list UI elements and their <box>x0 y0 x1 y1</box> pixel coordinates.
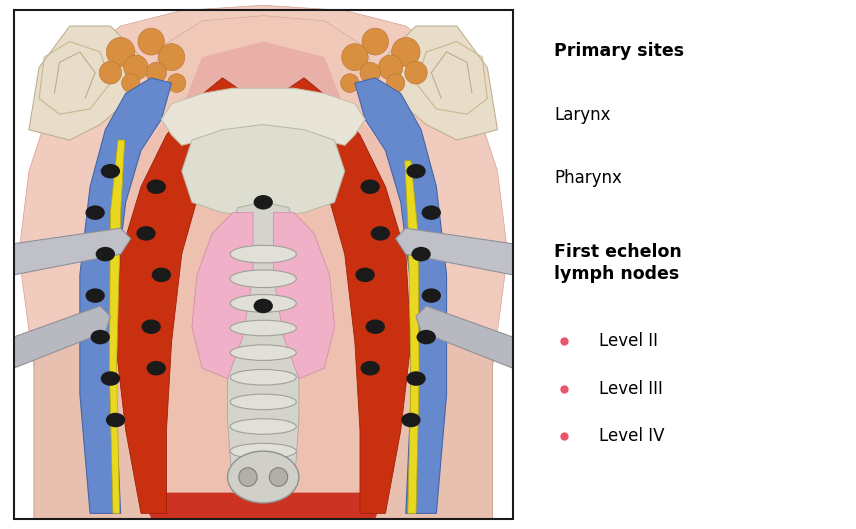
Text: Level III: Level III <box>599 380 663 398</box>
Ellipse shape <box>230 245 296 263</box>
Ellipse shape <box>230 295 296 312</box>
Ellipse shape <box>407 371 425 386</box>
Ellipse shape <box>412 247 431 261</box>
Circle shape <box>391 38 420 67</box>
Ellipse shape <box>230 270 296 288</box>
Ellipse shape <box>355 268 375 282</box>
Ellipse shape <box>106 413 125 427</box>
Ellipse shape <box>230 443 296 459</box>
Circle shape <box>342 44 368 70</box>
Polygon shape <box>405 161 419 513</box>
Polygon shape <box>80 78 171 513</box>
Ellipse shape <box>230 320 296 336</box>
Circle shape <box>270 468 288 486</box>
Text: Larynx: Larynx <box>555 106 611 124</box>
Polygon shape <box>385 26 497 140</box>
Ellipse shape <box>146 179 166 194</box>
Ellipse shape <box>253 195 273 209</box>
Polygon shape <box>110 140 125 513</box>
Ellipse shape <box>371 226 390 241</box>
Ellipse shape <box>360 361 380 376</box>
Polygon shape <box>192 213 253 379</box>
Circle shape <box>341 74 359 93</box>
Polygon shape <box>288 78 411 513</box>
Polygon shape <box>152 16 375 120</box>
Ellipse shape <box>422 288 441 303</box>
Text: First echelon
lymph nodes: First echelon lymph nodes <box>555 243 682 283</box>
Circle shape <box>239 468 257 486</box>
Circle shape <box>99 61 122 84</box>
Polygon shape <box>416 306 513 368</box>
Text: Primary sites: Primary sites <box>555 42 685 60</box>
Circle shape <box>122 74 140 93</box>
Polygon shape <box>273 213 335 379</box>
Polygon shape <box>355 78 447 513</box>
Polygon shape <box>181 42 345 135</box>
Ellipse shape <box>230 345 296 360</box>
Polygon shape <box>29 26 141 140</box>
Ellipse shape <box>230 369 296 385</box>
Polygon shape <box>181 124 345 218</box>
Circle shape <box>405 61 427 84</box>
Ellipse shape <box>136 226 156 241</box>
Ellipse shape <box>86 205 104 220</box>
Ellipse shape <box>230 419 296 434</box>
Ellipse shape <box>422 205 441 220</box>
Circle shape <box>123 55 148 80</box>
Ellipse shape <box>96 247 115 261</box>
Circle shape <box>378 55 403 80</box>
Polygon shape <box>14 228 131 275</box>
Ellipse shape <box>253 299 273 313</box>
Ellipse shape <box>360 179 380 194</box>
Polygon shape <box>116 78 238 513</box>
Polygon shape <box>19 5 508 518</box>
Circle shape <box>386 74 405 93</box>
Polygon shape <box>141 492 385 518</box>
Circle shape <box>138 28 164 55</box>
Ellipse shape <box>101 164 120 178</box>
Text: Pharynx: Pharynx <box>555 169 622 187</box>
Circle shape <box>158 44 185 70</box>
Ellipse shape <box>146 361 166 376</box>
Ellipse shape <box>417 330 436 344</box>
Polygon shape <box>19 11 508 518</box>
Polygon shape <box>110 57 416 518</box>
Ellipse shape <box>101 371 120 386</box>
Circle shape <box>106 38 135 67</box>
Ellipse shape <box>230 394 296 409</box>
Ellipse shape <box>407 164 425 178</box>
Ellipse shape <box>401 413 420 427</box>
Ellipse shape <box>86 288 104 303</box>
Polygon shape <box>161 88 365 145</box>
Ellipse shape <box>152 268 171 282</box>
Polygon shape <box>395 228 513 275</box>
Ellipse shape <box>141 320 161 334</box>
Text: Level IV: Level IV <box>599 427 665 445</box>
Ellipse shape <box>91 330 110 344</box>
Circle shape <box>360 62 380 83</box>
Circle shape <box>362 28 389 55</box>
Ellipse shape <box>366 320 385 334</box>
Circle shape <box>146 62 166 83</box>
Polygon shape <box>14 306 110 368</box>
Polygon shape <box>375 327 492 518</box>
Text: Level II: Level II <box>599 332 658 350</box>
Polygon shape <box>228 202 299 492</box>
Polygon shape <box>34 327 152 518</box>
Circle shape <box>168 74 186 93</box>
Ellipse shape <box>228 451 299 503</box>
